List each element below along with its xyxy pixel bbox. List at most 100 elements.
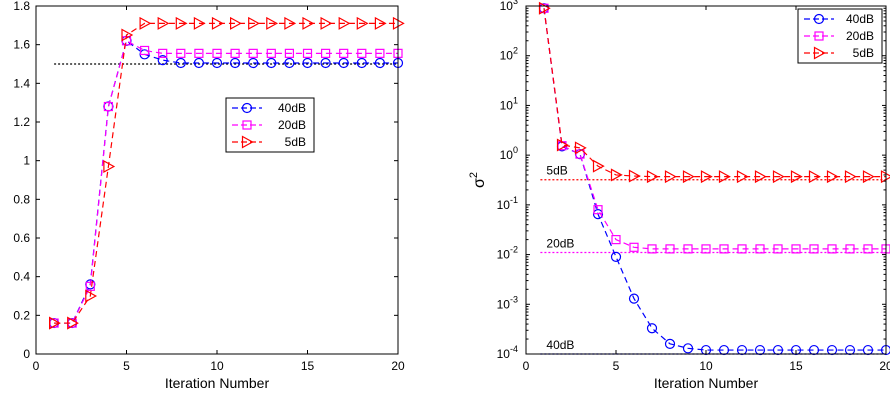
legend-marker xyxy=(241,102,253,114)
data-point xyxy=(845,244,855,254)
data-point xyxy=(302,57,313,69)
legend-marker xyxy=(242,120,252,130)
data-point xyxy=(374,16,387,30)
legend-marker xyxy=(813,46,826,60)
data-point xyxy=(593,205,603,215)
data-point xyxy=(827,244,837,254)
data-point xyxy=(610,251,622,262)
data-point xyxy=(683,244,693,254)
y-axis-label: σ2 xyxy=(468,172,488,188)
x-tick-label: 10 xyxy=(210,359,224,373)
data-point xyxy=(85,281,95,291)
data-point xyxy=(212,48,222,58)
data-point xyxy=(230,48,240,58)
data-point xyxy=(194,48,204,58)
series-line xyxy=(54,22,398,324)
legend-marker xyxy=(814,31,824,41)
data-point xyxy=(808,344,820,356)
data-point xyxy=(266,57,277,69)
data-point xyxy=(302,16,315,30)
data-point xyxy=(248,16,260,30)
legend-label: 40dB xyxy=(278,101,306,115)
data-point xyxy=(719,244,729,254)
data-point xyxy=(790,170,803,184)
y-tick-base: 10 xyxy=(497,248,511,262)
legend-label: 40dB xyxy=(846,12,874,26)
data-point xyxy=(230,57,241,69)
data-point xyxy=(175,57,186,69)
series-line xyxy=(543,8,886,250)
y-tick-label: 0.2 xyxy=(13,308,30,322)
data-point xyxy=(321,48,331,58)
y-tick-label: 101 xyxy=(500,95,518,112)
data-point xyxy=(157,16,170,30)
data-point xyxy=(628,169,641,183)
data-point xyxy=(701,244,711,254)
data-point xyxy=(103,101,114,112)
legend-label: 5dB xyxy=(853,46,874,60)
y-tick-exponent: 0 xyxy=(513,145,518,155)
data-point xyxy=(302,48,313,58)
data-point xyxy=(863,244,873,254)
data-point xyxy=(844,344,856,356)
y-tick-label: 0 xyxy=(23,347,30,361)
data-point xyxy=(773,244,783,254)
x-tick-label: 20 xyxy=(391,359,405,373)
y-axis-label-superscript: 2 xyxy=(468,172,480,178)
data-point xyxy=(284,48,294,58)
y-tick-label: 1.4 xyxy=(13,76,30,90)
data-point xyxy=(374,57,385,69)
legend-box xyxy=(797,8,883,64)
data-point xyxy=(700,344,712,356)
data-point xyxy=(664,170,677,184)
data-point xyxy=(611,235,621,245)
y-tick-exponent: 1 xyxy=(513,95,518,105)
data-point xyxy=(266,16,279,30)
x-axis-label: Iteration Number xyxy=(654,375,759,391)
y-tick-label: 1.6 xyxy=(13,38,30,52)
data-point xyxy=(772,344,784,356)
y-tick-exponent: -3 xyxy=(510,294,518,304)
data-point xyxy=(737,244,747,254)
x-tick-label: 5 xyxy=(123,359,130,373)
y-tick-label: 102 xyxy=(500,46,518,63)
data-point xyxy=(592,159,605,173)
reference-line-label: 40dB xyxy=(546,338,574,352)
reference-line-label: 20dB xyxy=(546,237,574,251)
data-point xyxy=(826,170,839,184)
data-point xyxy=(556,138,569,152)
data-point xyxy=(809,244,819,254)
y-tick-label: 0.4 xyxy=(13,270,30,284)
data-point xyxy=(248,48,258,58)
data-point xyxy=(284,16,297,30)
data-point xyxy=(700,170,713,184)
y-tick-label: 10-4 xyxy=(497,344,518,361)
x-tick-label: 10 xyxy=(699,359,713,373)
x-tick-label: 0 xyxy=(33,359,40,373)
reference-line-label: 5dB xyxy=(546,164,567,178)
x-tick-label: 15 xyxy=(301,359,315,373)
data-point xyxy=(736,344,748,356)
y-tick-label: 1 xyxy=(23,154,30,168)
y-tick-base: 10 xyxy=(497,347,511,361)
data-point xyxy=(320,57,331,69)
data-point xyxy=(575,149,585,159)
data-point xyxy=(356,16,369,30)
data-point xyxy=(266,48,276,58)
y-tick-base: 10 xyxy=(500,49,514,63)
data-point xyxy=(248,57,259,69)
y-tick-label: 10-1 xyxy=(497,195,518,212)
legend-label: 20dB xyxy=(846,29,874,43)
y-axis-label-symbol: σ xyxy=(471,178,488,188)
data-point xyxy=(718,170,731,184)
x-tick-label: 20 xyxy=(879,359,890,373)
data-point xyxy=(103,159,116,173)
data-point xyxy=(357,48,367,58)
y-tick-label: 1.2 xyxy=(13,115,30,129)
data-point xyxy=(646,170,659,184)
data-point xyxy=(628,293,640,304)
y-tick-base: 10 xyxy=(500,98,514,112)
x-tick-label: 5 xyxy=(613,359,620,373)
data-point xyxy=(574,141,587,155)
legend-box xyxy=(225,97,315,153)
